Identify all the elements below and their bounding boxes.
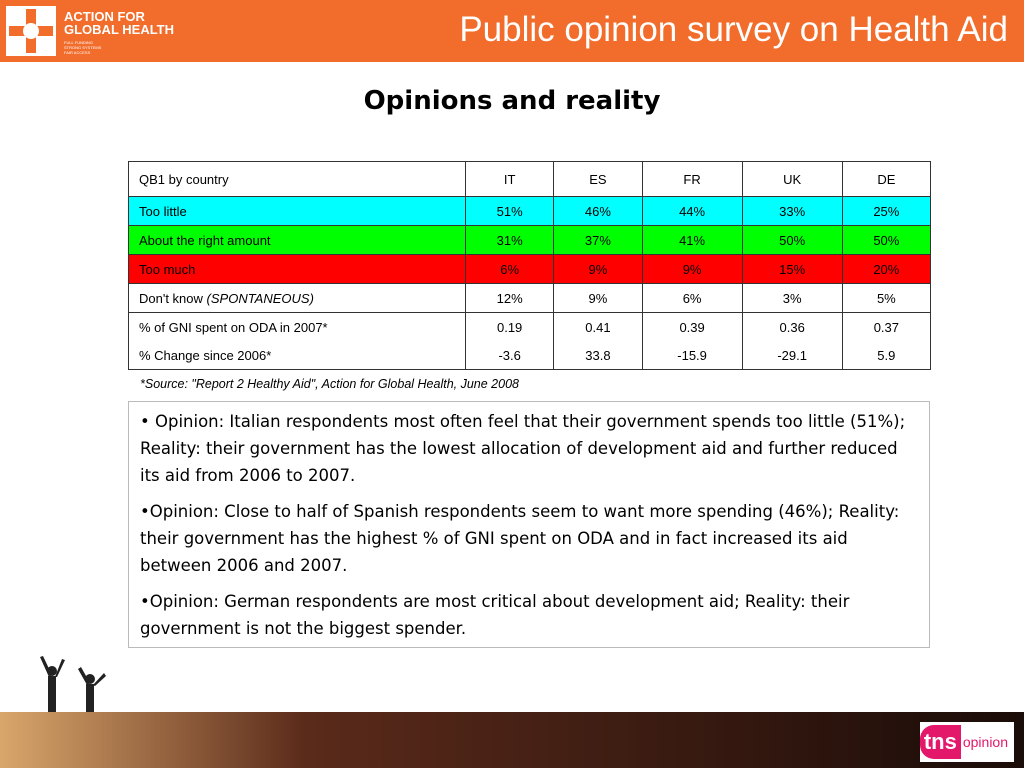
table-cell: -15.9: [641, 341, 743, 370]
table-cell: 6%: [641, 283, 743, 313]
table-cell: 0.37: [841, 312, 932, 341]
logo-icon: [6, 6, 56, 56]
table-cell: 33%: [741, 196, 843, 226]
row-label: Don't know (SPONTANEOUS): [128, 283, 466, 313]
table-row: About the right amount 31% 37% 41% 50% 50%: [128, 225, 932, 255]
logo-tagline: FULL FUNDING: [64, 40, 93, 45]
header-row: QB1 by country IT ES FR UK DE: [128, 161, 932, 197]
data-table: QB1 by country IT ES FR UK DE Too little 51% 46%…: [128, 161, 932, 370]
table-cell: 6%: [464, 254, 555, 284]
table-cell: 9%: [553, 283, 643, 313]
header-cell: FR: [641, 161, 743, 197]
table-cell: 9%: [641, 254, 743, 284]
table-cell: 3%: [741, 283, 843, 313]
subtitle: Opinions and reality: [363, 86, 661, 116]
brand: tns: [919, 725, 961, 759]
table-cell: 12%: [464, 283, 555, 313]
header-cell: QB1 by country: [128, 161, 466, 197]
table-row: % of GNI spent on ODA in 2007* 0.19 0.41 0.…: [128, 312, 932, 341]
table-cell: 50%: [741, 225, 843, 255]
table-row: Don't know (SPONTANEOUS) 12% 9% 6% 3% 5%: [128, 283, 932, 313]
table-cell: 9%: [553, 254, 643, 284]
table-cell: 25%: [841, 196, 932, 226]
logo-text: ACTION FOR: [64, 9, 145, 24]
row-label: About the right amount: [128, 225, 466, 255]
row-label: Too little: [128, 196, 466, 226]
table-cell: 31%: [464, 225, 555, 255]
table-cell: 0.41: [553, 312, 643, 341]
table-cell: 20%: [841, 254, 932, 284]
label-text: Too little: [139, 203, 187, 219]
source-note: *Source: "Report 2 Healthy Aid", Action …: [140, 377, 519, 391]
table-cell: -29.1: [741, 341, 843, 370]
table-cell: 15%: [741, 254, 843, 284]
header-cell: IT: [464, 161, 555, 197]
table-cell: 5.9: [841, 341, 932, 370]
table-cell: 0.36: [741, 312, 843, 341]
label-text: About the right amount: [139, 232, 271, 248]
footer-band: [0, 712, 1024, 768]
logo-text: GLOBAL HEALTH: [64, 22, 175, 37]
label-text: % of GNI spent on ODA in 2007*: [139, 319, 328, 335]
header-cell: UK: [741, 161, 843, 197]
row-label: Too much: [128, 254, 466, 284]
paragraph: •Opinion: Close to half of Spanish respo…: [140, 502, 900, 575]
logo-tagline: STRONG SYSTEMS: [64, 45, 102, 50]
silhouettes: [40, 656, 106, 714]
table-row: % Change since 2006* -3.6 33.8 -15.9 -29.1 5.…: [128, 341, 932, 370]
footer-logo: tns opinion: [919, 722, 1014, 762]
table-cell: 37%: [553, 225, 643, 255]
header: ACTION FOR GLOBAL HEALTH FULL FUNDING ST…: [0, 0, 1024, 62]
table-row: Too little 51% 46% 44% 33% 25%: [128, 196, 932, 226]
row-label: % of GNI spent on ODA in 2007*: [128, 312, 466, 341]
paragraph: • Opinion: Italian respondents most ofte…: [140, 412, 906, 485]
table-cell: 0.39: [641, 312, 743, 341]
paragraph: •Opinion: German respondents are most cr…: [140, 592, 850, 638]
table-row: Too much 6% 9% 9% 15% 20%: [128, 254, 932, 284]
table-cell: 41%: [641, 225, 743, 255]
text-box: • Opinion: Italian respondents most ofte…: [128, 401, 930, 648]
table-cell: 46%: [553, 196, 643, 226]
brand-suffix: opinion: [962, 734, 1008, 750]
label-note: (SPONTANEOUS): [206, 290, 314, 306]
table-cell: -3.6: [464, 341, 555, 370]
page-title: Public opinion survey on Health Aid: [459, 10, 1008, 49]
header-cell: DE: [841, 161, 932, 197]
table-cell: 51%: [464, 196, 555, 226]
header-cell: ES: [553, 161, 643, 197]
table-cell: 50%: [841, 225, 932, 255]
table-cell: 5%: [841, 283, 932, 313]
label-text: Too much: [139, 261, 196, 277]
label-text: Don't know: [139, 290, 203, 306]
table-cell: 0.19: [464, 312, 555, 341]
row-label: % Change since 2006*: [128, 341, 466, 370]
table-cell: 33.8: [553, 341, 643, 370]
table-cell: 44%: [641, 196, 743, 226]
label-text: % Change since 2006*: [139, 347, 272, 363]
logo-tagline: FAIR ACCESS: [64, 50, 91, 55]
